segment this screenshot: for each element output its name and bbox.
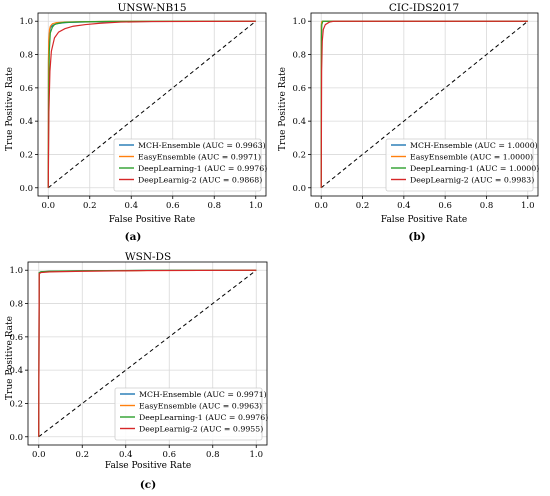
plot-frame (37, 12, 267, 197)
y-axis-label: True Positive Rate (278, 67, 288, 151)
legend-entry: DeepLearnig-2 (AUC = 0.9868) (138, 176, 262, 185)
legend-entry: MCH-Ensemble (AUC = 0.9971) (139, 390, 267, 399)
y-tick-label: 0.0 (9, 433, 23, 443)
y-tick-label: 0.6 (9, 333, 23, 343)
x-tick-label: 0.8 (480, 201, 494, 211)
panel-label: (a) (125, 231, 142, 243)
legend-entry: DeepLearning-1 (AUC = 1.0000) (410, 164, 539, 173)
roc-curve-deeplearnig-2 (320, 20, 528, 188)
panel-cic-ids2017: 0.0 0.2 0.4 0.6 0.8 1.0 0.0 0.2 0.4 0.6 0.8 1.0 MCH-… (278, 2, 539, 243)
legend-entry: DeepLearning-1 (AUC = 0.9976) (139, 413, 268, 422)
y-tick-label: 0.8 (19, 51, 33, 61)
y-tick-label: 0.0 (292, 184, 306, 194)
legend-box (113, 138, 262, 192)
y-axis-label: True Positive Rate (5, 67, 15, 151)
y-tick-label: 0.8 (292, 51, 306, 61)
y-tick-label: 1.0 (19, 17, 33, 27)
x-tick-label: 0.0 (314, 201, 328, 211)
y-tick-label: 0.2 (292, 150, 306, 160)
legend-entry: EasyEnsemble (AUC = 0.9971) (138, 153, 261, 162)
x-tick-label: 0.4 (397, 201, 411, 211)
legend: MCH-Ensemble (AUC = 0.9963) EasyEnsemble … (113, 138, 267, 192)
legend-entry: MCH-Ensemble (AUC = 1.0000) (410, 141, 538, 150)
roc-curve-deeplearning-1 (47, 20, 256, 188)
y-tick-label: 0.0 (19, 184, 33, 194)
x-tick-label: 0.2 (83, 201, 97, 211)
y-tick-label: 0.8 (9, 300, 23, 310)
legend: MCH-Ensemble (AUC = 0.9971) EasyEnsemble … (114, 387, 268, 441)
x-tick-label: 0.4 (124, 201, 138, 211)
legend-box (114, 387, 263, 441)
x-axis-label: False Positive Rate (381, 215, 467, 225)
y-tick-label: 1.0 (9, 266, 23, 276)
x-tick-label: 1.0 (249, 201, 263, 211)
y-tick-label: 0.6 (292, 84, 306, 94)
roc-curve-deeplearnig-2 (47, 20, 256, 188)
y-axis-label: True Positive Rate (5, 316, 15, 400)
legend-box (385, 138, 534, 192)
x-tick-label: 1.0 (521, 201, 535, 211)
x-tick-label: 0.2 (356, 201, 370, 211)
panel-wsn-ds: 0.0 0.2 0.4 0.6 0.8 1.0 0.0 0.2 0.4 0.6 0.8 1.0 MCH-… (5, 251, 268, 491)
x-tick-label: 0.6 (162, 450, 176, 460)
x-tick-label: 0.6 (438, 201, 452, 211)
y-tick-label: 0.4 (9, 366, 23, 376)
legend-entry: DeepLearnig-2 (AUC = 0.9955) (139, 425, 263, 434)
y-tick-label: 0.2 (9, 399, 23, 409)
y-tick-label: 1.0 (292, 17, 306, 27)
plot-frame (310, 12, 539, 197)
chart-title: CIC-IDS2017 (389, 2, 459, 14)
plot-frame (27, 261, 268, 446)
x-axis-label: False Positive Rate (105, 461, 191, 471)
x-tick-label: 0.0 (32, 450, 46, 460)
panel-unsw-nb15: 0.0 0.2 0.4 0.6 0.8 1.0 0.0 0.2 0.4 0.6 0.8 1.0 MCH-… (5, 2, 267, 243)
x-tick-label: 0.0 (41, 201, 55, 211)
diagonal-reference-line (320, 20, 529, 189)
diagonal-reference-line (47, 20, 257, 189)
legend-entry: EasyEnsemble (AUC = 0.9963) (139, 402, 262, 411)
chart-title: UNSW-NB15 (117, 2, 186, 14)
x-tick-label: 1.0 (249, 450, 263, 460)
x-tick-label: 0.8 (207, 201, 221, 211)
panel-label: (c) (140, 479, 156, 491)
panel-label: (b) (408, 231, 425, 243)
legend-entry: EasyEnsemble (AUC = 1.0000) (410, 153, 533, 162)
x-tick-label: 0.6 (166, 201, 180, 211)
chart-title: WSN-DS (125, 251, 171, 263)
y-tick-label: 0.2 (19, 150, 33, 160)
x-axis-label: False Positive Rate (109, 215, 195, 225)
legend-entry: DeepLearnig-2 (AUC = 0.9983) (410, 176, 534, 185)
legend-entry: MCH-Ensemble (AUC = 0.9963) (138, 141, 266, 150)
x-tick-label: 0.4 (119, 450, 133, 460)
y-tick-label: 0.4 (19, 117, 33, 127)
y-tick-label: 0.4 (292, 117, 306, 127)
legend: MCH-Ensemble (AUC = 1.0000) EasyEnsemble … (385, 138, 539, 192)
legend-entry: DeepLearning-1 (AUC = 0.9976) (138, 164, 267, 173)
y-tick-label: 0.6 (19, 84, 33, 94)
roc-curve-deeplearnig-2 (38, 269, 257, 437)
diagonal-reference-line (38, 269, 257, 438)
x-tick-label: 0.2 (75, 450, 89, 460)
x-tick-label: 0.8 (206, 450, 220, 460)
